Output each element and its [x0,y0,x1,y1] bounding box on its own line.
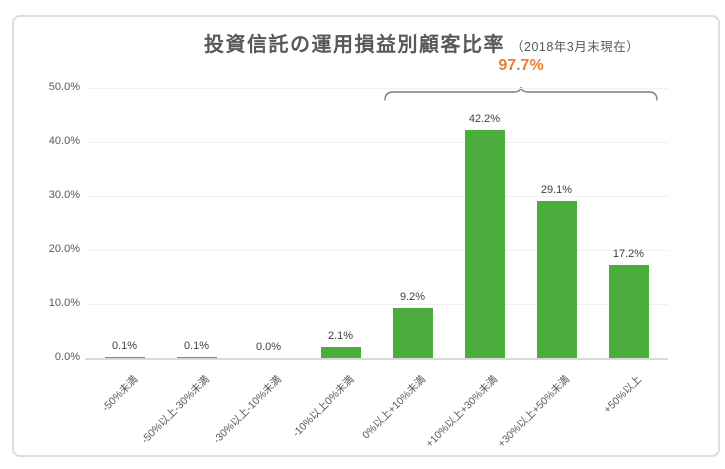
bar [536,201,577,358]
y-axis-tick-label: 50.0% [48,81,80,93]
gridline [88,196,668,197]
bar [176,357,217,358]
x-axis-line [85,358,668,360]
y-axis-tick-label: 30.0% [48,189,80,201]
y-axis-tick-label: 40.0% [48,135,80,147]
bar [320,347,361,358]
gridline [88,88,668,89]
bar [464,130,505,358]
gridline [88,250,668,251]
bar [392,308,433,358]
gridline [88,142,668,143]
bar-value-label: 2.1% [327,330,354,342]
y-axis-tick-label: 10.0% [48,297,80,309]
y-axis-tick-label: 0.0% [54,351,80,363]
chart-subtitle: （2018年3月末現在） [511,40,640,54]
bar-value-label: 9.2% [399,291,426,303]
bar-value-label: 0.1% [111,340,138,352]
gridline [88,304,668,305]
bar-value-label: 42.2% [468,113,501,125]
bar-value-label: 29.1% [540,184,573,196]
bar-value-label: 0.0% [255,341,282,353]
bar [104,357,145,358]
bar [608,265,649,358]
chart-title-block: 投資信託の運用損益別顧客比率 （2018年3月末現在） [204,28,639,57]
chart-title: 投資信託の運用損益別顧客比率 [204,34,505,56]
bar-value-label: 0.1% [183,340,210,352]
y-axis-tick-label: 20.0% [48,243,80,255]
curly-brace-bracket [384,86,658,101]
annotation-value: 97.7% [498,57,544,74]
bar-value-label: 17.2% [612,248,645,260]
